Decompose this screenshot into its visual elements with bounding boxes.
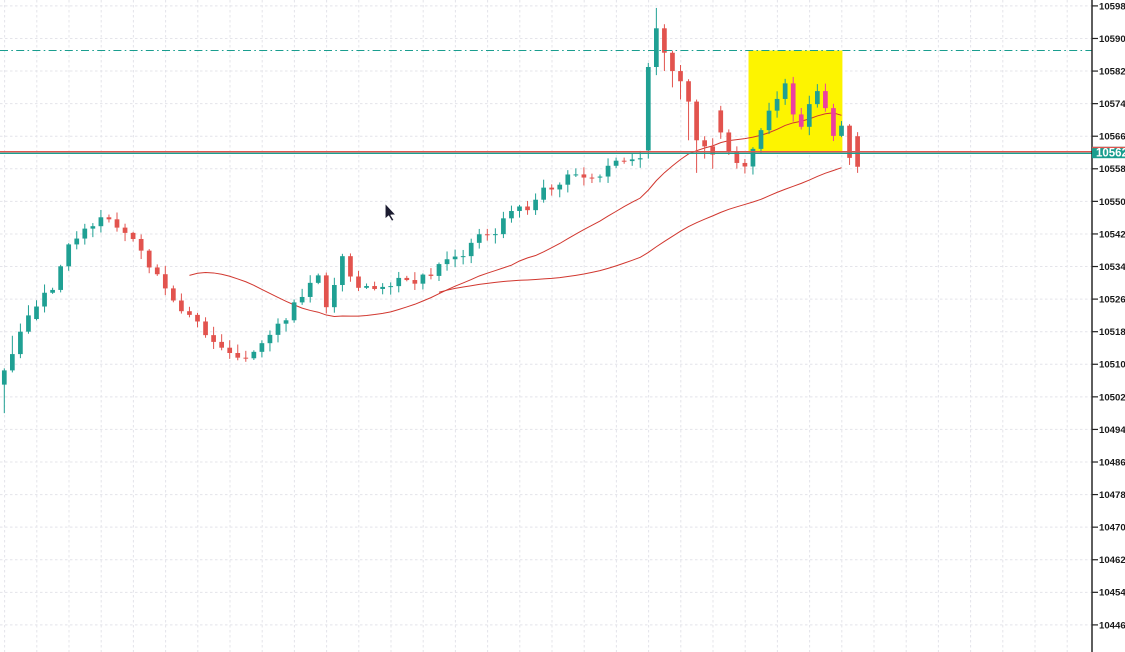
svg-text:10462: 10462 [1099, 555, 1125, 566]
svg-text:10582: 10582 [1099, 66, 1125, 77]
svg-text:10550: 10550 [1099, 197, 1125, 208]
svg-text:10526: 10526 [1099, 295, 1125, 306]
svg-text:10534: 10534 [1099, 262, 1125, 273]
svg-text:10510: 10510 [1099, 360, 1125, 371]
svg-text:10518: 10518 [1099, 327, 1125, 338]
svg-text:10566: 10566 [1099, 132, 1125, 143]
svg-text:10486: 10486 [1099, 457, 1125, 468]
svg-text:10446: 10446 [1099, 620, 1125, 631]
svg-text:10542: 10542 [1099, 229, 1125, 240]
svg-text:10454: 10454 [1099, 588, 1125, 599]
svg-text:10502: 10502 [1099, 392, 1125, 403]
svg-text:10574: 10574 [1099, 99, 1125, 110]
svg-text:10558: 10558 [1099, 164, 1125, 175]
svg-text:10598: 10598 [1099, 1, 1125, 12]
svg-text:10470: 10470 [1099, 523, 1125, 534]
svg-text:10478: 10478 [1099, 490, 1125, 501]
svg-text:10494: 10494 [1099, 425, 1125, 436]
svg-text:10590: 10590 [1099, 34, 1125, 45]
svg-text:10562: 10562 [1096, 148, 1125, 160]
